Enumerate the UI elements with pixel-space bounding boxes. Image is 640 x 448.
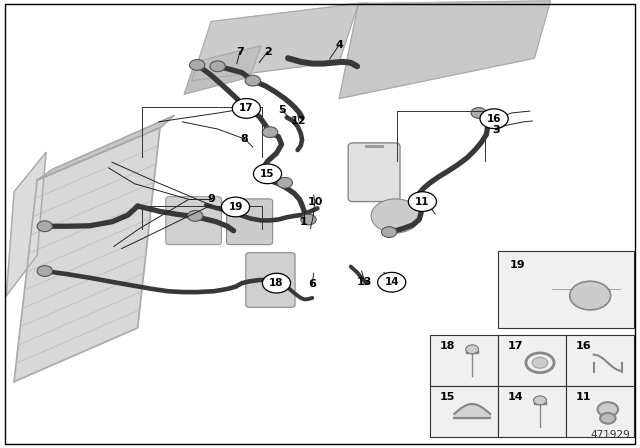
Text: 17: 17 xyxy=(239,103,253,113)
Polygon shape xyxy=(6,152,46,296)
Text: 12: 12 xyxy=(291,116,307,126)
Bar xyxy=(498,386,566,437)
Text: 1: 1 xyxy=(300,217,308,227)
Circle shape xyxy=(408,192,436,211)
Text: 14: 14 xyxy=(508,392,523,402)
Circle shape xyxy=(253,164,282,184)
FancyBboxPatch shape xyxy=(246,253,295,307)
FancyBboxPatch shape xyxy=(166,197,221,245)
Circle shape xyxy=(189,60,205,70)
Polygon shape xyxy=(339,1,550,99)
Text: 9: 9 xyxy=(207,194,215,204)
Bar xyxy=(498,251,634,328)
Text: 16: 16 xyxy=(487,114,501,124)
FancyBboxPatch shape xyxy=(227,199,273,245)
Polygon shape xyxy=(184,46,261,94)
Text: 471929: 471929 xyxy=(591,430,630,440)
Circle shape xyxy=(301,214,316,225)
Circle shape xyxy=(221,197,250,217)
Circle shape xyxy=(570,281,611,310)
Polygon shape xyxy=(192,4,358,81)
Text: 19: 19 xyxy=(509,260,525,270)
Polygon shape xyxy=(37,116,174,180)
Circle shape xyxy=(371,199,420,233)
Circle shape xyxy=(188,211,203,221)
Circle shape xyxy=(534,396,547,405)
Text: 2: 2 xyxy=(264,47,271,56)
Text: 15: 15 xyxy=(440,392,455,402)
Text: 8: 8 xyxy=(241,134,248,144)
Circle shape xyxy=(262,127,278,138)
Text: 4: 4 xyxy=(335,40,343,50)
Bar xyxy=(498,335,566,386)
Circle shape xyxy=(378,272,406,292)
Text: 18: 18 xyxy=(440,341,455,351)
Text: 18: 18 xyxy=(269,278,284,288)
Bar xyxy=(430,335,498,386)
Circle shape xyxy=(381,227,397,237)
Text: 11: 11 xyxy=(575,392,591,402)
Circle shape xyxy=(598,402,618,417)
Text: 11: 11 xyxy=(415,197,429,207)
Text: 19: 19 xyxy=(228,202,243,212)
Circle shape xyxy=(532,358,548,368)
Circle shape xyxy=(466,345,479,354)
Circle shape xyxy=(262,273,291,293)
Text: 6: 6 xyxy=(308,280,316,289)
Circle shape xyxy=(480,109,508,129)
Circle shape xyxy=(600,413,616,424)
Text: 17: 17 xyxy=(508,341,523,351)
Circle shape xyxy=(210,61,225,72)
Text: 16: 16 xyxy=(575,341,591,351)
Text: 7: 7 xyxy=(236,47,244,56)
Polygon shape xyxy=(14,128,160,382)
Text: 15: 15 xyxy=(260,169,275,179)
Circle shape xyxy=(277,177,292,188)
Circle shape xyxy=(471,108,486,118)
Text: 14: 14 xyxy=(385,277,399,287)
Circle shape xyxy=(37,221,52,232)
Circle shape xyxy=(245,75,260,86)
Text: 5: 5 xyxy=(278,105,285,115)
Circle shape xyxy=(37,266,52,276)
Text: 13: 13 xyxy=(357,277,372,287)
Circle shape xyxy=(232,99,260,118)
Bar xyxy=(566,386,634,437)
FancyBboxPatch shape xyxy=(348,143,400,202)
Bar xyxy=(566,335,634,386)
Bar xyxy=(430,386,498,437)
Text: 3: 3 xyxy=(492,125,500,135)
Text: 10: 10 xyxy=(307,198,323,207)
